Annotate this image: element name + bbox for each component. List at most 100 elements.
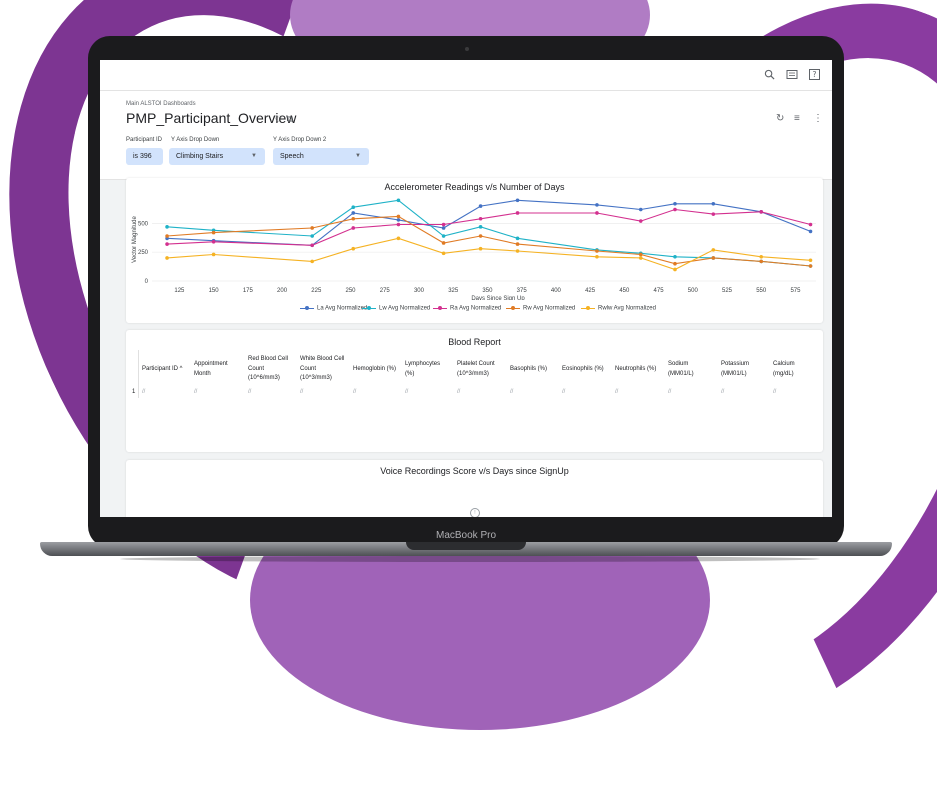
- table-cell[interactable]: //: [405, 389, 409, 395]
- table-cell[interactable]: //: [353, 389, 357, 395]
- legend-ra[interactable]: Ra Avg Normalized: [433, 305, 501, 312]
- data-point: [595, 249, 599, 253]
- breadcrumb[interactable]: Main ALSTOI Dashboards: [126, 101, 196, 107]
- data-point: [351, 216, 356, 221]
- column-header[interactable]: White Blood Cell Count (10^3/mm3): [300, 355, 344, 384]
- column-header-line: Count: [300, 365, 317, 372]
- table-cell[interactable]: //: [773, 389, 777, 395]
- x-tick-label: 300: [414, 288, 425, 294]
- series-line: [167, 199, 811, 246]
- column-header[interactable]: Participant ID ^: [142, 365, 183, 375]
- laptop-notch: [406, 542, 526, 550]
- x-tick-label: 175: [243, 288, 254, 294]
- data-point: [310, 259, 314, 264]
- y-axis-dropdown[interactable]: Climbing Stairs ▼: [169, 148, 265, 165]
- page-title: PMP_Participant_Overview: [126, 110, 297, 126]
- column-header-line: White Blood Cell: [300, 356, 345, 362]
- x-tick-label: 150: [209, 288, 220, 294]
- column-header[interactable]: Hemoglobin (%): [353, 365, 396, 375]
- data-point: [165, 256, 169, 260]
- data-point: [595, 203, 599, 207]
- help-icon[interactable]: ?: [808, 69, 820, 81]
- data-point: [211, 252, 216, 257]
- data-point: [673, 254, 677, 259]
- search-icon[interactable]: [763, 69, 775, 81]
- copy-icon[interactable]: ⧉: [286, 114, 294, 124]
- data-point: [478, 216, 483, 221]
- data-point: [396, 222, 401, 227]
- data-point: [396, 218, 401, 222]
- series-line: [167, 199, 811, 267]
- column-header-line: Sodium: [668, 361, 689, 367]
- data-point: [515, 242, 520, 246]
- table-cell[interactable]: //: [510, 389, 514, 395]
- column-header[interactable]: Neutrophils (%): [615, 365, 656, 375]
- y-axis-dropdown-2[interactable]: Speech ▼: [273, 148, 369, 165]
- table-cell[interactable]: //: [142, 389, 146, 395]
- data-point: [396, 214, 401, 219]
- column-header-line: Appointment: [194, 361, 228, 367]
- x-tick-label: 400: [551, 288, 562, 294]
- table-cell[interactable]: //: [248, 389, 252, 395]
- refresh-icon[interactable]: ↻: [776, 113, 785, 124]
- column-header[interactable]: Potassium (MM01/L): [721, 360, 749, 379]
- column-header[interactable]: Appointment Month: [194, 360, 228, 379]
- more-vert-icon[interactable]: ⋮: [813, 113, 823, 124]
- column-header-line: Calcium: [773, 361, 795, 367]
- data-point: [351, 211, 356, 215]
- x-tick-label: 525: [722, 288, 733, 294]
- column-header-line: Month: [194, 370, 211, 377]
- data-point: [638, 207, 643, 212]
- legend-rwlw[interactable]: Rwlw Avg Normalized: [581, 305, 656, 312]
- blood-report-title: Blood Report: [448, 337, 501, 347]
- y-axis-dropdown-value: Climbing Stairs: [176, 153, 224, 160]
- legend-rw[interactable]: Rw Avg Normalized: [506, 305, 575, 312]
- column-header-line: Platelet Count: [457, 361, 495, 367]
- legend-la[interactable]: La Avg Normalized: [300, 305, 367, 312]
- voice-card: Voice Recordings Score v/s Days since Si…: [126, 460, 823, 517]
- data-point: [165, 225, 169, 229]
- table-cell[interactable]: //: [721, 389, 725, 395]
- y-tick-label: 0: [145, 279, 149, 285]
- data-point: [165, 234, 169, 238]
- series-line: [167, 237, 811, 271]
- table-cell[interactable]: //: [457, 389, 461, 395]
- table-cell[interactable]: //: [668, 389, 672, 395]
- column-header-line: (mg/dL): [773, 370, 794, 377]
- x-tick-label: 350: [482, 288, 493, 294]
- x-tick-label: 475: [654, 288, 665, 294]
- table-cell[interactable]: //: [562, 389, 566, 395]
- data-point: [673, 267, 677, 272]
- column-header[interactable]: Lymphocytes (%): [405, 360, 440, 379]
- data-point: [310, 226, 314, 230]
- column-header[interactable]: Sodium (MM01/L): [668, 360, 694, 379]
- data-point: [351, 246, 356, 251]
- column-header[interactable]: Basophils (%): [510, 365, 547, 375]
- table-cell[interactable]: //: [194, 389, 198, 395]
- blood-report-card: Blood Report Participant ID ^ Appointment…: [126, 330, 823, 452]
- data-point: [638, 219, 643, 223]
- keyboard-icon[interactable]: [786, 69, 798, 81]
- x-tick-label: 125: [174, 288, 185, 294]
- screen: ? Main ALSTOI Dashboards PMP_Participant…: [100, 60, 832, 517]
- column-header[interactable]: Platelet Count (10^3/mm3): [457, 360, 495, 379]
- legend-lw[interactable]: Lw Avg Normalized: [362, 305, 430, 312]
- filter-label-y-axis-2: Y Axis Drop Down 2: [273, 137, 327, 143]
- column-header-line: Hemoglobin (%): [353, 366, 397, 372]
- data-point: [441, 226, 446, 230]
- table-cell[interactable]: //: [615, 389, 619, 395]
- table-cell[interactable]: //: [300, 389, 304, 395]
- data-point: [638, 252, 643, 257]
- column-header[interactable]: Red Blood Cell Count (10^6/mm3): [248, 355, 288, 384]
- heart-icon[interactable]: ♡: [274, 114, 283, 124]
- data-point: [515, 236, 520, 241]
- series-line: [167, 215, 811, 267]
- accelerometer-title: Accelerometer Readings v/s Number of Day…: [384, 182, 565, 192]
- data-point: [310, 243, 314, 248]
- column-header[interactable]: Eosinophils (%): [562, 365, 604, 375]
- y-tick-label: 250: [138, 250, 149, 256]
- participant-id-filter[interactable]: is 396: [126, 148, 163, 165]
- filter-icon[interactable]: ≡: [794, 113, 800, 124]
- data-point: [478, 225, 483, 229]
- column-header[interactable]: Calcium (mg/dL): [773, 360, 795, 379]
